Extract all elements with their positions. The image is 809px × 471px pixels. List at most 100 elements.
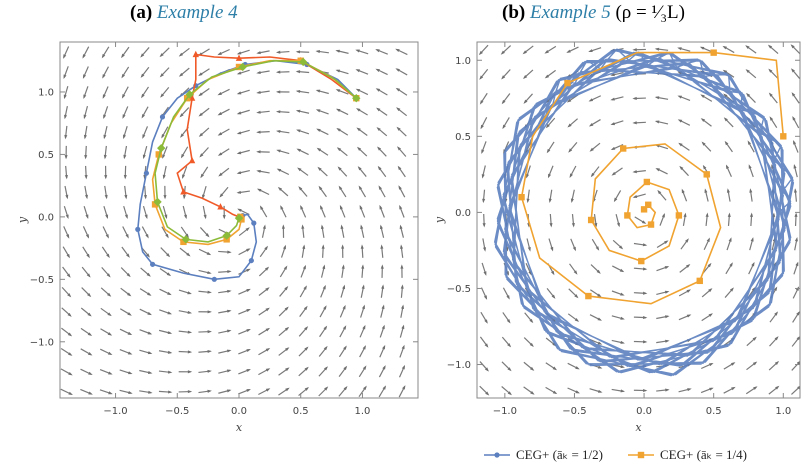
stream-arrowhead	[382, 365, 386, 370]
stream-arrowhead	[335, 89, 341, 93]
stream-arrowhead	[275, 70, 281, 74]
stream-arrowhead	[167, 311, 173, 315]
stream-arrowhead	[83, 94, 87, 100]
stream-arrowhead	[701, 141, 706, 146]
stream-arrowhead	[277, 186, 283, 191]
stream-arrowhead	[187, 350, 193, 354]
stream-arrowhead	[379, 204, 383, 210]
stream-arrowhead	[127, 292, 132, 297]
stream-arrowhead	[103, 134, 107, 140]
data-point	[157, 143, 166, 153]
stream-arrowhead	[401, 364, 405, 370]
stream-arrowhead	[88, 391, 93, 395]
x-axis-label: x	[635, 421, 642, 434]
panel-a-title: (a) Example 4	[130, 2, 238, 23]
stream-arrowhead	[304, 346, 309, 351]
stream-arrowhead	[265, 327, 271, 332]
stream-arrowhead	[381, 304, 385, 310]
stream-arrowhead	[791, 68, 795, 73]
example-4-link[interactable]: Example 4	[156, 2, 238, 23]
stream-arrowhead	[507, 391, 512, 396]
stream-arrowhead	[107, 351, 113, 356]
stream-arrowhead	[745, 45, 750, 49]
stream-arrowhead	[773, 286, 778, 292]
stream-arrowhead	[595, 246, 600, 251]
stream-arrowhead	[769, 116, 774, 121]
stream-arrowhead	[700, 118, 706, 122]
stream-arrowhead	[122, 114, 126, 119]
plot-area	[60, 46, 408, 398]
stream-arrowhead	[123, 134, 126, 140]
stream-arrowhead	[275, 90, 281, 94]
plot-frame	[476, 41, 801, 399]
stream-arrowhead	[482, 223, 486, 228]
stream-arrowhead	[145, 233, 149, 239]
stream-arrowhead	[356, 127, 361, 132]
stream-arrowhead	[484, 343, 489, 348]
stream-arrowhead	[161, 133, 165, 139]
stream-arrowhead	[632, 195, 638, 198]
stream-arrowhead	[546, 148, 551, 154]
stream-arrowhead	[665, 339, 670, 343]
stream-arrowhead	[285, 387, 290, 392]
stream-arrowhead	[611, 171, 616, 176]
stream-arrowhead	[395, 68, 400, 72]
stream-arrowhead	[665, 315, 670, 319]
stream-arrowhead	[661, 212, 665, 218]
stream-arrowhead	[198, 92, 203, 97]
data-point	[640, 206, 648, 213]
stream-arrowhead	[767, 44, 773, 49]
stream-arrowhead	[597, 389, 603, 393]
data-point	[352, 94, 361, 103]
stream-arrowhead	[123, 154, 127, 160]
stream-arrowhead	[147, 370, 153, 374]
stream-arrowhead	[380, 244, 384, 249]
example-5-link[interactable]: Example 5	[529, 2, 611, 23]
stream-arrowhead	[568, 148, 573, 153]
y-tick-label: 0.0	[38, 212, 54, 223]
stream-arrowhead	[323, 305, 327, 310]
stream-arrowhead	[265, 287, 270, 292]
stream-arrowhead	[67, 332, 73, 337]
stream-arrowhead	[379, 224, 383, 230]
stream-arrowhead	[774, 336, 779, 341]
stream-arrowhead	[226, 369, 232, 373]
y-tick-label: −1.0	[30, 337, 54, 348]
stream-arrowhead	[86, 253, 90, 259]
stream-arrowhead	[322, 264, 326, 270]
stream-arrowhead	[484, 319, 488, 324]
stream-arrowhead	[551, 294, 556, 299]
stream-arrowhead	[588, 98, 594, 102]
stream-arrowhead	[620, 365, 625, 369]
stream-arrowhead	[552, 366, 558, 371]
stream-arrowhead	[575, 390, 580, 394]
stream-arrowhead	[104, 175, 108, 180]
stream-arrowhead	[620, 389, 626, 393]
stream-arrowhead	[664, 266, 670, 270]
stream-arrowhead	[574, 294, 579, 299]
stream-arrowhead	[142, 154, 146, 160]
legend-label: CEG+ (āₖ = 1/4)	[660, 447, 747, 462]
stream-arrowhead	[342, 325, 347, 330]
x-tick-label: 0.0	[231, 406, 247, 417]
stream-arrowhead	[355, 108, 361, 112]
stream-arrowhead	[708, 288, 713, 293]
stream-arrowhead	[588, 122, 594, 127]
data-point	[587, 216, 595, 224]
stream-arrowhead	[187, 390, 193, 394]
stream-arrowhead	[127, 331, 133, 336]
stream-arrowhead	[147, 331, 153, 335]
stream-arrowhead	[304, 386, 309, 391]
stream-arrowhead	[275, 50, 281, 54]
stream-arrowhead	[182, 194, 186, 200]
stream-arrowhead	[620, 340, 625, 344]
stream-arrowhead	[401, 324, 405, 330]
stream-arrowhead	[382, 385, 387, 390]
data-point	[647, 221, 655, 228]
stream-arrowhead	[256, 169, 261, 173]
data-point	[298, 57, 308, 67]
stream-arrowhead	[246, 349, 251, 353]
stream-arrowhead	[343, 345, 347, 350]
stream-arrowhead	[357, 166, 362, 171]
